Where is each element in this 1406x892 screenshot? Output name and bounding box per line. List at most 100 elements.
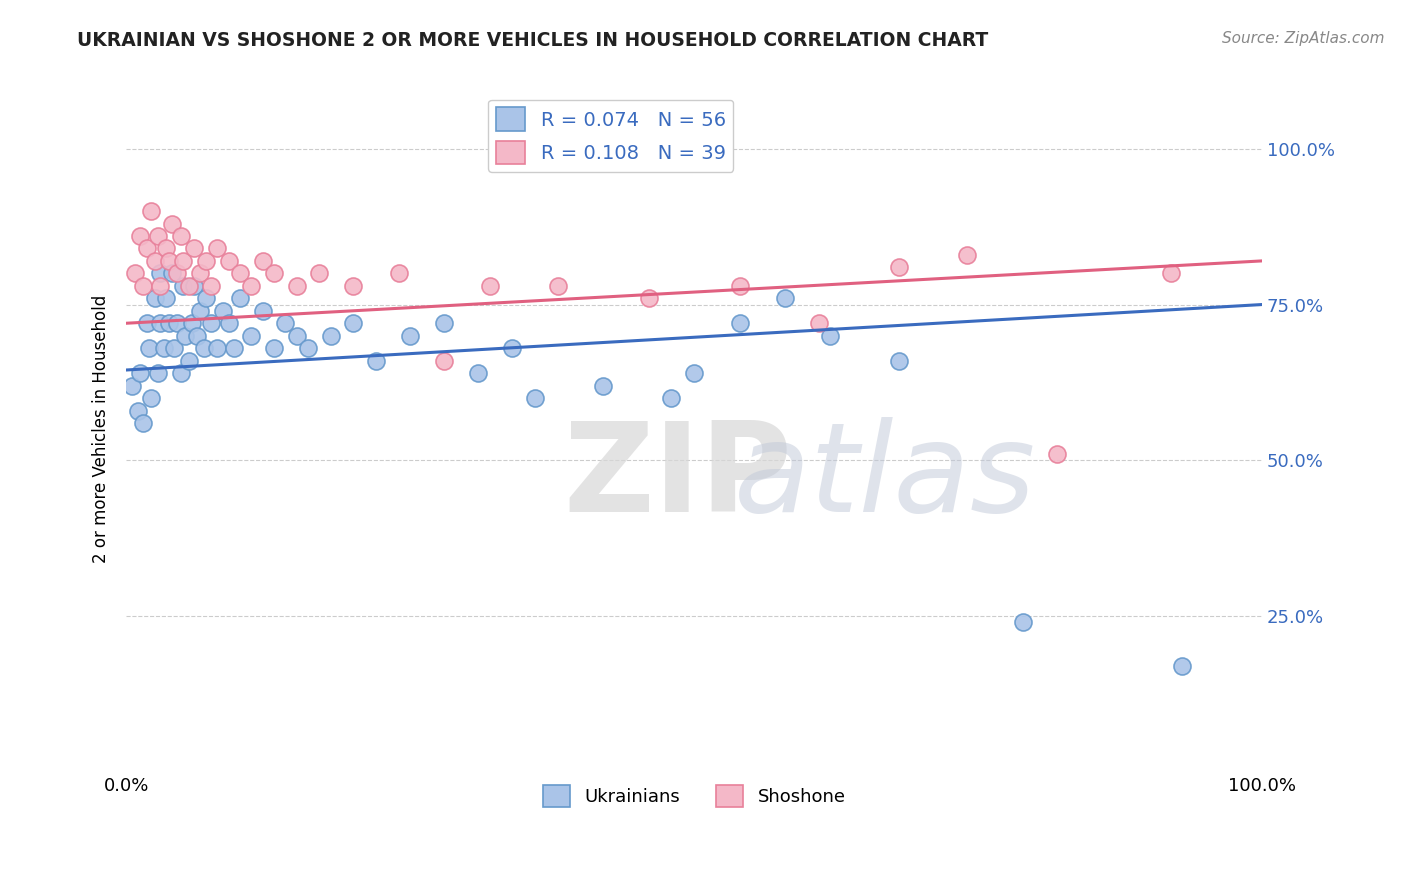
Point [160,217,183,231]
Point [205,341,228,355]
Point [124,266,146,280]
Point [129,366,152,380]
Point [956,248,979,262]
Point [547,278,569,293]
Point [229,266,252,280]
Point [308,266,330,280]
Point [200,316,222,330]
Point [263,266,285,280]
Point [132,416,155,430]
Point [285,278,308,293]
Text: Source: ZipAtlas.com: Source: ZipAtlas.com [1222,31,1385,46]
Point [1012,615,1035,630]
Point [252,253,274,268]
Point [388,266,411,280]
Point [155,242,177,256]
Point [728,316,751,330]
Point [661,391,683,405]
Point [285,328,308,343]
Point [181,316,204,330]
Point [1160,266,1182,280]
Point [194,253,217,268]
Point [297,341,319,355]
Point [159,316,181,330]
Point [149,266,172,280]
Point [146,366,169,380]
Point [524,391,547,405]
Point [159,253,181,268]
Point [229,291,252,305]
Point [193,341,215,355]
Y-axis label: 2 or more Vehicles in Household: 2 or more Vehicles in Household [93,295,110,564]
Point [728,278,751,293]
Point [127,403,149,417]
Point [887,353,910,368]
Point [177,278,200,293]
Point [166,266,188,280]
Text: atlas: atlas [734,417,1036,538]
Point [188,266,211,280]
Point [163,341,186,355]
Text: ZIP: ZIP [564,417,792,538]
Point [172,278,194,293]
Point [399,328,422,343]
Point [433,353,456,368]
Legend: Ukrainians, Shoshone: Ukrainians, Shoshone [536,778,853,814]
Point [240,328,263,343]
Point [177,353,200,368]
Point [155,291,177,305]
Point [211,303,233,318]
Point [135,242,157,256]
Point [174,328,197,343]
Point [194,291,217,305]
Point [467,366,489,380]
Point [433,316,456,330]
Point [141,391,163,405]
Point [121,378,143,392]
Point [683,366,706,380]
Point [170,366,193,380]
Point [200,278,222,293]
Point [218,316,240,330]
Point [143,291,166,305]
Point [186,328,208,343]
Point [149,316,172,330]
Point [224,341,246,355]
Point [132,278,155,293]
Point [637,291,659,305]
Point [170,229,193,244]
Point [143,253,166,268]
Point [138,341,160,355]
Point [166,316,188,330]
Point [152,341,174,355]
Point [887,260,910,274]
Point [501,341,523,355]
Point [188,303,211,318]
Point [478,278,501,293]
Point [218,253,240,268]
Point [366,353,388,368]
Point [141,204,163,219]
Point [172,253,194,268]
Point [183,242,205,256]
Point [183,278,205,293]
Point [160,266,183,280]
Point [342,278,364,293]
Point [342,316,364,330]
Point [252,303,274,318]
Point [592,378,614,392]
Point [205,242,228,256]
Text: UKRAINIAN VS SHOSHONE 2 OR MORE VEHICLES IN HOUSEHOLD CORRELATION CHART: UKRAINIAN VS SHOSHONE 2 OR MORE VEHICLES… [77,31,988,50]
Point [274,316,297,330]
Point [129,229,152,244]
Point [808,316,831,330]
Point [773,291,796,305]
Point [319,328,342,343]
Point [149,278,172,293]
Point [146,229,169,244]
Point [240,278,263,293]
Point [1046,447,1069,461]
Point [263,341,285,355]
Point [820,328,842,343]
Point [135,316,157,330]
